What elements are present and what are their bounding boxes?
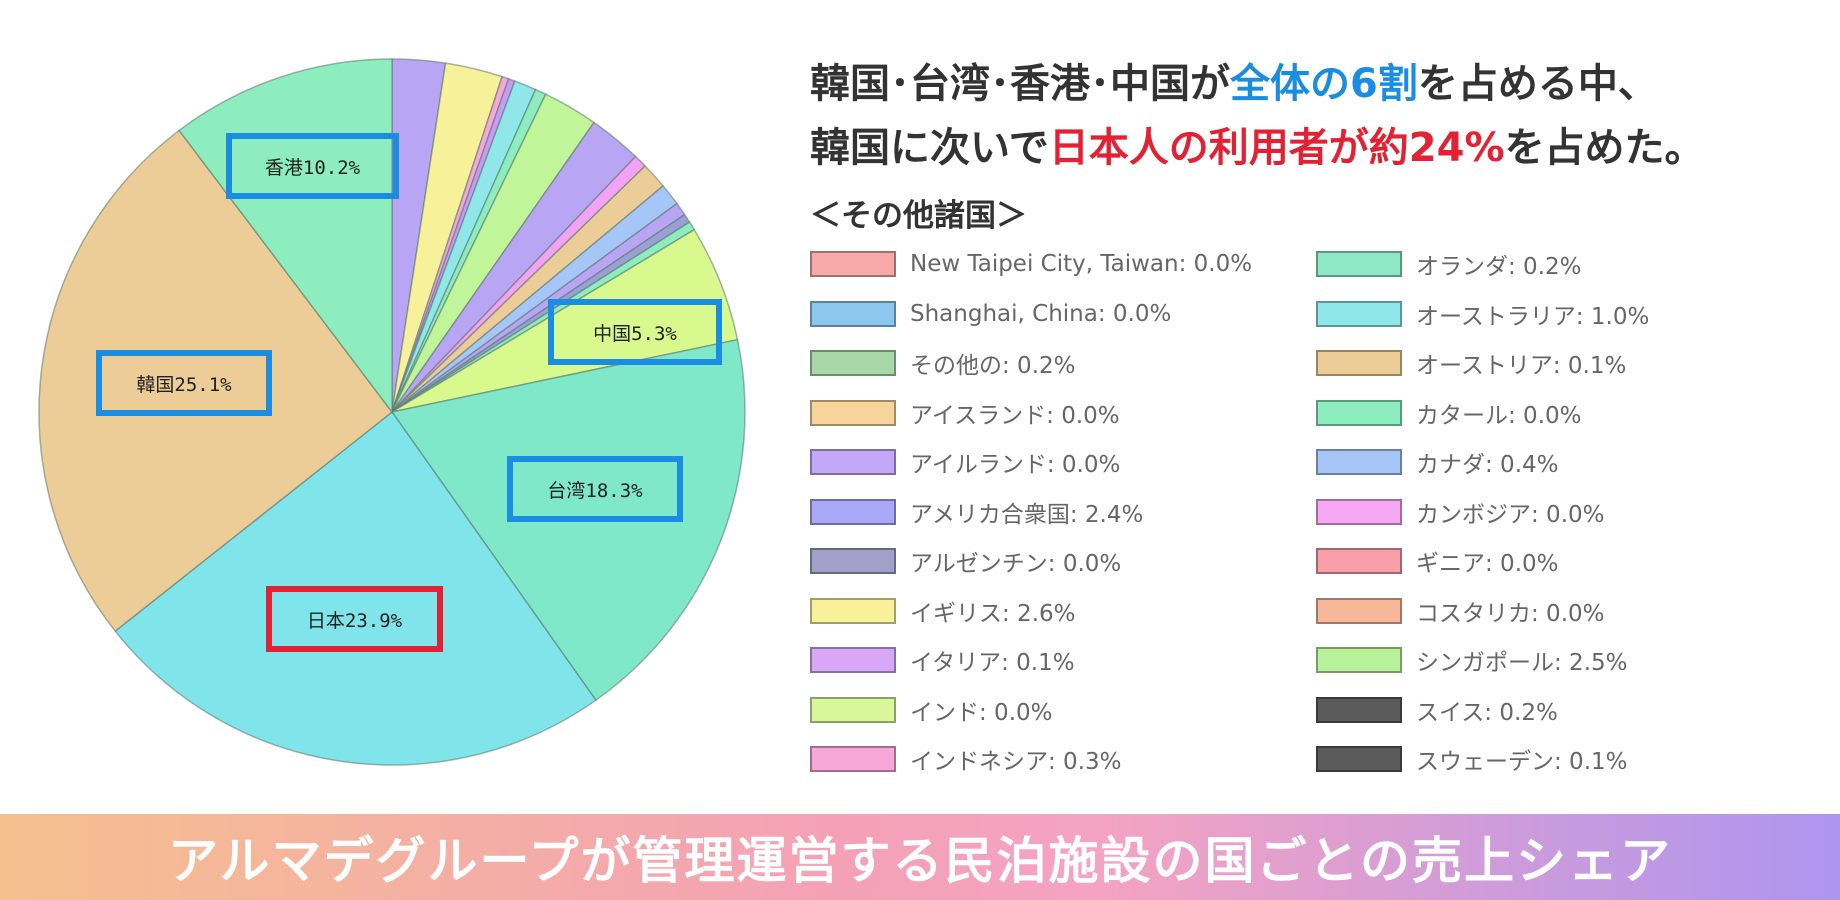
legend-item: New Taipei City, Taiwan: 0.0% (810, 244, 1252, 284)
legend-swatch (810, 350, 896, 376)
legend-label: コスタリカ: 0.0% (1416, 600, 1605, 627)
legend-label: インド: 0.0% (910, 699, 1053, 726)
legend-swatch (1316, 647, 1402, 673)
banner-text: アルマデグループが管理運営する民泊施設の国ごとの売上シェア (168, 832, 1672, 890)
headline: 韓国･台湾･香港･中国が全体の6割を占める中、 韓国に次いで日本人の利用者が約2… (810, 52, 1830, 180)
legend-item: シンガポール: 2.5% (1316, 640, 1628, 680)
legend-swatch (1316, 251, 1402, 277)
legend-swatch (810, 251, 896, 277)
legend-label: New Taipei City, Taiwan: 0.0% (910, 251, 1253, 277)
legend-item: イタリア: 0.1% (810, 640, 1075, 680)
label-korea: 韓国25.1% (96, 350, 272, 416)
legend-label: カナダ: 0.4% (1416, 452, 1559, 478)
legend-item: スイス: 0.2% (1316, 690, 1558, 730)
legend-label: アルゼンチン: 0.0% (910, 551, 1122, 577)
legend-item: アルゼンチン: 0.0% (810, 541, 1121, 581)
legend-swatch (810, 647, 896, 673)
legend-label: オーストリア: 0.1% (1416, 353, 1627, 379)
headline-line2-part2: を占めた。 (1504, 125, 1705, 171)
legend-label: アイスランド: 0.0% (910, 402, 1120, 429)
legend-item: カタール: 0.0% (1316, 393, 1582, 433)
legend-item: イギリス: 2.6% (810, 591, 1076, 631)
legend-swatch (810, 300, 896, 327)
legend-swatch (810, 746, 896, 772)
label-china: 中国5.3% (548, 299, 722, 365)
legend-label: ギニア: 0.0% (1416, 551, 1559, 577)
legend-label: インドネシア: 0.3% (910, 749, 1122, 775)
legend-swatch (1316, 498, 1402, 525)
legend-label: カタール: 0.0% (1416, 402, 1582, 429)
legend-item: アイスランド: 0.0% (810, 393, 1120, 433)
legend-label: オランダ: 0.2% (1416, 254, 1582, 280)
legend-label: アメリカ合衆国: 2.4% (910, 501, 1144, 528)
legend-label: シンガポール: 2.5% (1416, 650, 1628, 676)
legend-label: スイス: 0.2% (1416, 699, 1558, 726)
legend-item: オーストラリア: 1.0% (1316, 294, 1649, 334)
legend-item: ギニア: 0.0% (1316, 541, 1559, 581)
footer-banner: アルマデグループが管理運営する民泊施設の国ごとの売上シェア (0, 814, 1840, 900)
legend-swatch (810, 449, 896, 475)
label-taiwan: 台湾18.3% (507, 456, 683, 522)
legend-label: アイルランド: 0.0% (910, 452, 1121, 478)
legend-swatch (810, 548, 896, 574)
legend-item: アイルランド: 0.0% (810, 442, 1120, 482)
legend-swatch (1316, 300, 1402, 327)
legend-label: スウェーデン: 0.1% (1416, 749, 1628, 775)
legend-swatch (1316, 548, 1402, 574)
legend-swatch (1316, 350, 1402, 376)
legend-item: オーストリア: 0.1% (1316, 343, 1626, 383)
legend-item: カンボジア: 0.0% (1316, 492, 1605, 532)
legend-swatch (1316, 597, 1402, 624)
label-japan: 日本23.9% (266, 586, 443, 652)
legend-item: カナダ: 0.4% (1316, 442, 1559, 482)
label-hongkong: 香港10.2% (226, 133, 399, 199)
pie-slice (178, 58, 393, 415)
headline-line-2: 韓国に次いで日本人の利用者が約24%を占めた。 (810, 116, 1830, 180)
legend-title: ＜その他諸国＞ (810, 198, 1027, 234)
legend-label: その他の: 0.2% (910, 353, 1076, 379)
legend-item: アメリカ合衆国: 2.4% (810, 492, 1143, 532)
legend-item: Shanghai, China: 0.0% (810, 294, 1171, 334)
legend-swatch (1316, 696, 1402, 723)
legend-label: イギリス: 2.6% (910, 600, 1076, 627)
legend-swatch (1316, 746, 1402, 772)
legend-swatch (1316, 449, 1402, 475)
headline-line2-part1: 韓国に次いで (810, 125, 1049, 171)
legend-item: インドネシア: 0.3% (810, 739, 1122, 779)
legend-label: オーストラリア: 1.0% (1416, 303, 1650, 330)
legend-label: イタリア: 0.1% (910, 650, 1075, 676)
pie-slice (38, 129, 394, 633)
legend-swatch (810, 498, 896, 525)
legend-item: コスタリカ: 0.0% (1316, 591, 1605, 631)
headline-line1-part2: を占める中、 (1417, 61, 1658, 107)
legend-item: インド: 0.0% (810, 690, 1053, 730)
legend-swatch (810, 696, 896, 723)
legend-item: オランダ: 0.2% (1316, 244, 1582, 284)
legend-item: スウェーデン: 0.1% (1316, 739, 1628, 779)
headline-line1-part1: 韓国･台湾･香港･中国が (810, 61, 1230, 107)
legend-swatch (1316, 399, 1402, 426)
legend-swatch (810, 399, 896, 426)
legend-swatch (810, 597, 896, 624)
headline-line2-highlight: 日本人の利用者が約24% (1048, 125, 1505, 171)
headline-line-1: 韓国･台湾･香港･中国が全体の6割を占める中、 (810, 52, 1830, 116)
legend-item: その他の: 0.2% (810, 343, 1076, 383)
legend-label: カンボジア: 0.0% (1416, 501, 1605, 528)
legend-label: Shanghai, China: 0.0% (910, 300, 1172, 327)
headline-line1-highlight: 全体の6割 (1230, 61, 1418, 107)
